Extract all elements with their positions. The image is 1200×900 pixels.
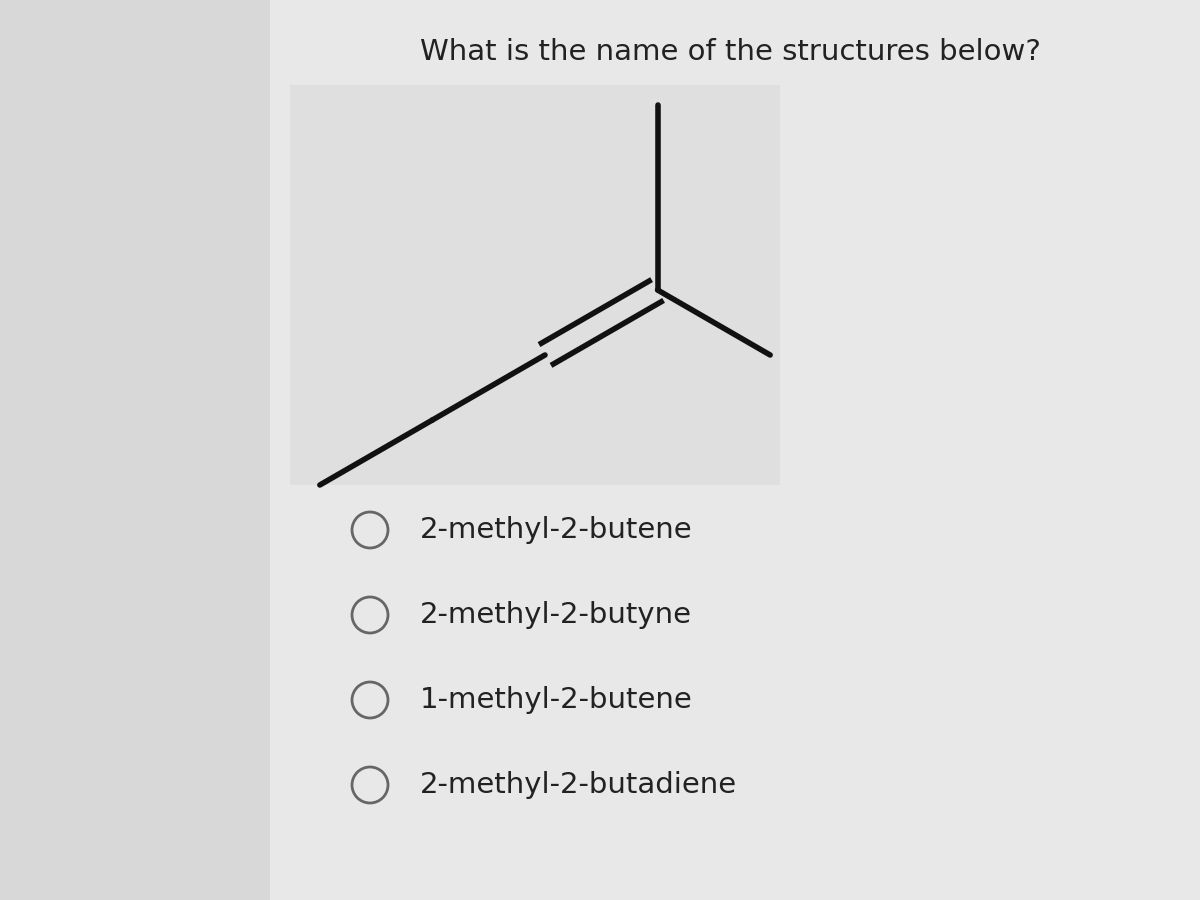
Bar	[290, 85, 780, 485]
Bar	[270, 0, 1200, 900]
Text: 2-methyl-2-butadiene: 2-methyl-2-butadiene	[420, 771, 737, 799]
Bar	[0, 0, 270, 900]
Text: 1-methyl-2-butene: 1-methyl-2-butene	[420, 686, 692, 714]
Text: What is the name of the structures below?: What is the name of the structures below…	[420, 38, 1040, 66]
Text: 2-methyl-2-butene: 2-methyl-2-butene	[420, 516, 692, 544]
Text: 2-methyl-2-butyne: 2-methyl-2-butyne	[420, 601, 692, 629]
